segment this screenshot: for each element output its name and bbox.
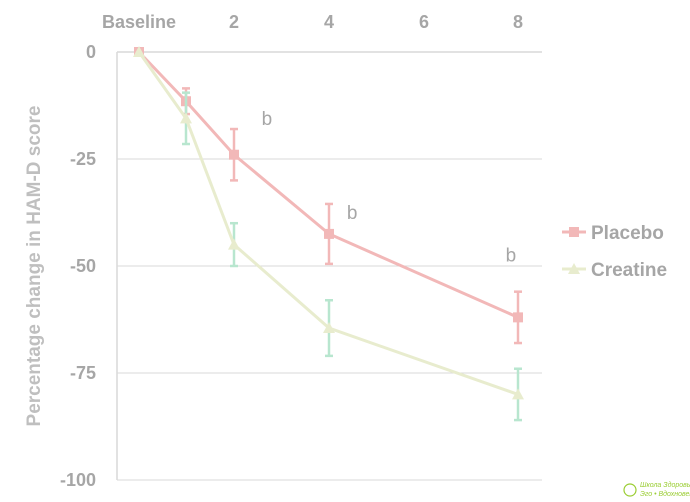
watermark-logo: Школа Здоровья Эго • Вдохновение (623, 481, 690, 498)
x-tick-label-3: 6 (419, 12, 429, 32)
annotation-b-0: b (262, 109, 273, 130)
logo-figure-icon (623, 483, 637, 497)
y-tick-label-3: -75 (70, 363, 96, 383)
grid-lines (117, 158, 542, 481)
axes (116, 51, 542, 480)
x-tick-label-0: Baseline (102, 12, 176, 32)
creatine-point-1 (180, 112, 192, 124)
creatine-point-3 (323, 322, 335, 334)
y-tick-label-4: -100 (60, 470, 96, 490)
legend-label-creatine: Creatine (591, 260, 667, 281)
y-tick-label-0: 0 (86, 42, 96, 62)
annotation-b-1: b (347, 203, 358, 224)
logo-text-line1: Школа Здоровья (640, 481, 690, 489)
x-tick-label-2: 4 (324, 12, 334, 32)
creatine-point-4 (512, 388, 524, 400)
series-placebo (134, 47, 523, 345)
y-tick-labels: 0 -25 -50 -75 -100 (60, 42, 96, 490)
placebo-line (137, 50, 519, 319)
y-tick-label-2: -50 (70, 256, 96, 276)
y-tick-label-1: -25 (70, 149, 96, 169)
x-tick-labels: Baseline 2 4 6 8 (102, 12, 523, 32)
legend-marker-0 (569, 227, 579, 237)
series-layer (133, 46, 524, 422)
creatine-point-0 (133, 46, 145, 57)
placebo-point-4 (513, 312, 523, 323)
y-axis-title: Percentage change in HAM-D score (24, 106, 45, 427)
placebo-point-3 (324, 228, 334, 239)
creatine-point-2 (228, 238, 240, 250)
legend: Placebo Creatine (562, 223, 667, 281)
legend-label-placebo: Placebo (591, 223, 664, 244)
annotation-b-2: b (506, 246, 517, 267)
legend-marker-1 (568, 263, 580, 274)
series-creatine (133, 46, 524, 422)
x-tick-label-1: 2 (229, 12, 239, 32)
placebo-point-2 (229, 149, 239, 160)
annotations: b b b (262, 109, 517, 267)
x-tick-label-4: 8 (513, 12, 523, 32)
logo-text-line2: Эго • Вдохновение (640, 490, 690, 498)
